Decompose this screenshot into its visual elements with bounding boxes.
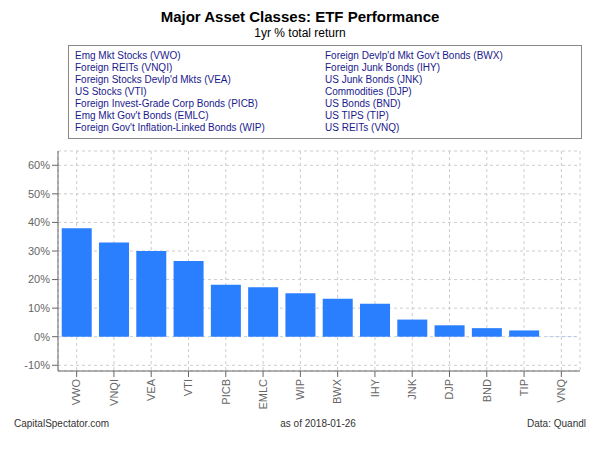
svg-text:VTI: VTI: [182, 379, 194, 396]
html-text:Foreign Gov't Inflation-Linked: Foreign Gov't Inflation-Linked Bonds (WI…: [75, 122, 265, 133]
html-text:1yr % total return: 1yr % total return: [254, 26, 346, 40]
html-text:Foreign REITs (VNQI): Foreign REITs (VNQI): [75, 62, 173, 73]
svg-text:VEA: VEA: [145, 378, 157, 401]
html-text:Foreign Stocks Devlp'd Mkts (V: Foreign Stocks Devlp'd Mkts (VEA): [75, 74, 231, 85]
svg-text:BWX: BWX: [331, 378, 343, 404]
svg-text:30%: 30%: [28, 245, 50, 257]
svg-text:50%: 50%: [28, 188, 50, 200]
html-text:Foreign Junk Bonds (IHY): Foreign Junk Bonds (IHY): [325, 62, 441, 73]
html-text:US Stocks (VTI): US Stocks (VTI): [75, 86, 147, 97]
html-text:Emg Mkt Stocks (VWO): Emg Mkt Stocks (VWO): [75, 50, 181, 61]
svg-text:JNK: JNK: [406, 378, 418, 399]
svg-text:VNQI: VNQI: [108, 379, 120, 406]
svg-text:-10%: -10%: [24, 359, 50, 371]
html-text:Foreign Devlp'd Mkt Gov't Bond: Foreign Devlp'd Mkt Gov't Bonds (BWX): [325, 50, 503, 61]
html-text:US Junk Bonds (JNK): US Junk Bonds (JNK): [325, 74, 423, 85]
html-text:US Bonds (BND): US Bonds (BND): [325, 98, 401, 109]
html-text:as of 2018-01-26: as of 2018-01-26: [280, 418, 356, 429]
svg-text:0%: 0%: [34, 331, 50, 343]
svg-text:DJP: DJP: [443, 379, 455, 400]
svg-text:20%: 20%: [28, 273, 50, 285]
html-text:US TIPS (TIP): US TIPS (TIP): [325, 110, 389, 121]
html-text:Data: Quandl: Data: Quandl: [527, 418, 586, 429]
svg-text:40%: 40%: [28, 216, 50, 228]
svg-text:WIP: WIP: [294, 379, 306, 400]
svg-text:BND: BND: [481, 379, 493, 402]
svg-text:10%: 10%: [28, 302, 50, 314]
svg-text:IHY: IHY: [369, 378, 381, 397]
html-text:Commodities (DJP): Commodities (DJP): [325, 86, 412, 97]
svg-text:EMLC: EMLC: [257, 379, 269, 410]
svg-text:60%: 60%: [28, 159, 50, 171]
html-text:Major Asset Classes: ETF Perfo: Major Asset Classes: ETF Performance: [160, 8, 440, 25]
svg-text:PICB: PICB: [220, 379, 232, 405]
html-text:US REITs (VNQ): US REITs (VNQ): [325, 122, 400, 133]
html-text:Foreign Invest-Grade Corp Bond: Foreign Invest-Grade Corp Bonds (PICB): [75, 98, 258, 109]
svg-text:VNQ: VNQ: [555, 379, 567, 403]
html-text:Emg Mkt Gov't Bonds (EMLC): Emg Mkt Gov't Bonds (EMLC): [75, 110, 209, 121]
html-text:CapitalSpectator.com: CapitalSpectator.com: [14, 418, 110, 429]
svg-text:TIP: TIP: [518, 379, 530, 396]
svg-text:VWO: VWO: [70, 379, 82, 406]
